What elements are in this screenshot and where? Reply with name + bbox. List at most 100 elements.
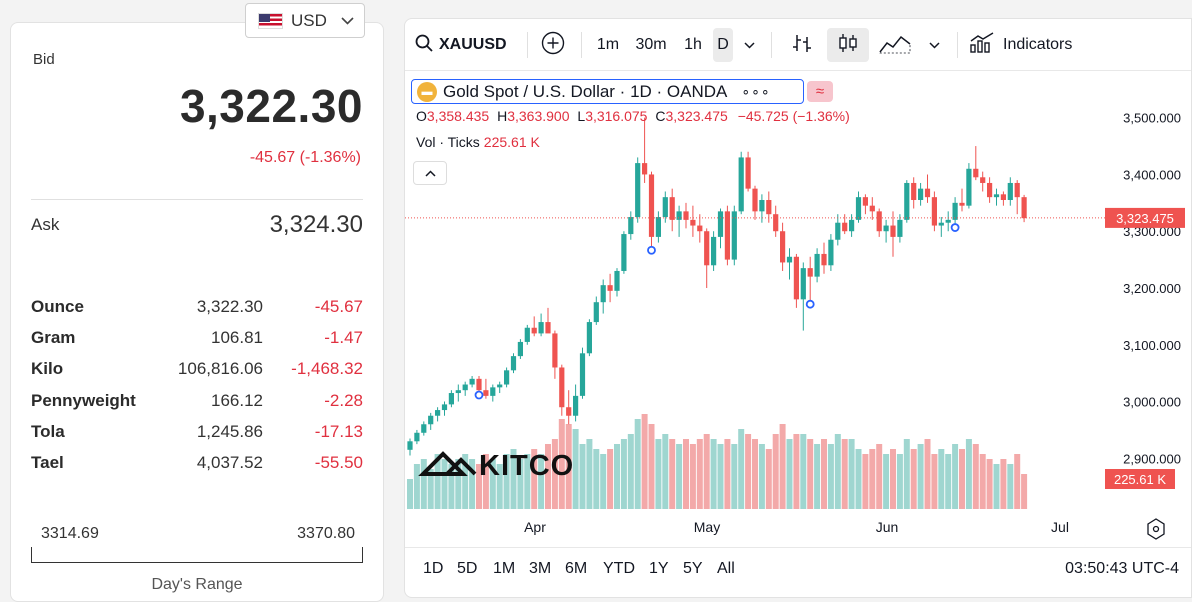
candle-body xyxy=(724,211,730,260)
candle-chart-type-button[interactable] xyxy=(827,28,869,62)
range-all[interactable]: All xyxy=(717,560,735,577)
y-tick-label: 3,300.000 xyxy=(1123,224,1181,239)
unit-value: 4,037.52 xyxy=(196,453,263,473)
candle-body xyxy=(918,188,924,200)
candle-body xyxy=(814,253,820,277)
volume-bar xyxy=(586,439,593,509)
y-tick-label: 3,400.000 xyxy=(1123,167,1181,182)
symbol-label: XAUUSD xyxy=(439,36,507,53)
candle-body xyxy=(662,197,668,218)
volume-bar xyxy=(510,449,517,509)
candle-body xyxy=(835,222,841,240)
range-1d[interactable]: 1D xyxy=(423,560,444,577)
unit-row-kilo: Kilo 106,816.06 -1,468.32 xyxy=(31,354,363,385)
indicators-button[interactable]: Indicators xyxy=(969,28,1089,62)
volume-bar xyxy=(676,444,683,509)
candle-body xyxy=(800,268,806,300)
candle-body xyxy=(586,322,592,354)
candle-body xyxy=(1014,182,1020,198)
volume-bar xyxy=(959,449,965,509)
candle-body xyxy=(655,217,661,237)
range-1m[interactable]: 1M xyxy=(493,560,516,577)
days-range-high: 3370.80 xyxy=(297,525,355,542)
gold-bars-icon: ▬ xyxy=(417,81,437,102)
interval-30m[interactable]: 30m xyxy=(635,36,667,53)
settings-icon-shape xyxy=(1147,518,1165,540)
volume-bar xyxy=(579,444,586,509)
unit-change: -2.28 xyxy=(324,390,363,410)
quote-panel: Bid 3,322.30 -45.67 (-1.36%) Ask 3,324.3… xyxy=(10,22,384,602)
volume-bar xyxy=(538,454,545,509)
candle-body xyxy=(504,370,510,385)
settings-icon[interactable] xyxy=(1147,518,1165,540)
unit-value: 166.12 xyxy=(211,390,263,410)
volume-bar xyxy=(607,449,614,509)
volume-bar xyxy=(593,449,600,509)
candle-body xyxy=(980,177,986,183)
currency-selector[interactable]: USD xyxy=(245,3,365,38)
candle-body xyxy=(566,407,572,416)
unit-name: Kilo xyxy=(31,359,64,379)
range-5y[interactable]: 5Y xyxy=(683,560,703,577)
volume-bar xyxy=(455,459,462,509)
candle-body xyxy=(455,390,461,394)
volume-bar xyxy=(883,454,890,509)
range-1y[interactable]: 1Y xyxy=(649,560,669,577)
area-chart-icon xyxy=(879,32,911,59)
range-5d[interactable]: 5D xyxy=(457,560,478,577)
compare-button[interactable] xyxy=(537,28,569,62)
candle-body xyxy=(1021,197,1027,219)
candle-body xyxy=(469,378,475,385)
candle-body xyxy=(752,188,758,212)
volume-bar xyxy=(945,454,952,509)
price-chart[interactable]: KITCO 3,500.000 3,400.000 3,300.000 3,200.0… xyxy=(405,72,1192,547)
interval-1m[interactable]: 1m xyxy=(596,36,620,53)
symbol-legend[interactable]: ▬ Gold Spot / U.S. Dollar · 1D · OANDA ∘… xyxy=(411,79,804,104)
volume-bar xyxy=(890,449,896,509)
interval-1h[interactable]: 1h xyxy=(684,36,702,53)
chevron-down-icon xyxy=(341,13,354,28)
candle-body xyxy=(883,225,889,232)
candle-body xyxy=(414,432,420,442)
approx-icon[interactable]: ≈ xyxy=(807,81,833,102)
symbol-search-button[interactable]: XAUUSD xyxy=(415,28,515,62)
range-ytd[interactable]: YTD xyxy=(603,560,635,577)
unit-row-tael: Tael 4,037.52 -55.50 xyxy=(31,447,363,478)
volume-bar xyxy=(745,434,752,509)
unit-row-pennyweight: Pennyweight 166.12 -2.28 xyxy=(31,385,363,416)
toolbar-divider xyxy=(957,32,958,58)
candle-body xyxy=(807,268,813,277)
y-tick-label: 3,500.000 xyxy=(1123,111,1181,126)
unit-name: Gram xyxy=(31,327,76,347)
more-icon[interactable]: ∘∘∘ xyxy=(741,83,771,99)
unit-name: Pennyweight xyxy=(31,390,136,410)
volume-bar xyxy=(910,449,917,509)
volume-bar xyxy=(834,434,841,509)
kitco-logo-mark xyxy=(418,451,468,476)
volume-bar xyxy=(993,464,1000,509)
volume-bar xyxy=(827,444,834,509)
chart-type-dropdown[interactable] xyxy=(923,28,945,62)
range-6m[interactable]: 6M xyxy=(565,560,588,577)
range-3m[interactable]: 3M xyxy=(529,560,552,577)
area-chart-type-button[interactable] xyxy=(877,28,913,62)
candle-body xyxy=(759,200,765,212)
interval-d[interactable]: D xyxy=(713,28,733,62)
volume-bar xyxy=(903,439,910,509)
unit-name: Ounce xyxy=(31,296,84,316)
candlestick-icon xyxy=(837,32,859,59)
collapse-legend-button[interactable] xyxy=(413,161,447,185)
high-value: 3,363.900 xyxy=(507,108,570,124)
candle-body xyxy=(745,157,751,189)
unit-change: -1,468.32 xyxy=(291,359,363,379)
toolbar-divider xyxy=(581,32,582,58)
settings-icon-shape xyxy=(1152,525,1160,533)
days-range-low: 3314.69 xyxy=(41,525,99,542)
interval-dropdown[interactable] xyxy=(739,28,759,62)
indicators-icon xyxy=(969,31,995,59)
ask-label: Ask xyxy=(31,215,60,234)
event-marker xyxy=(647,245,656,255)
candle-body xyxy=(738,157,744,212)
bar-chart-type-button[interactable] xyxy=(785,28,819,62)
candle-body xyxy=(821,253,827,266)
